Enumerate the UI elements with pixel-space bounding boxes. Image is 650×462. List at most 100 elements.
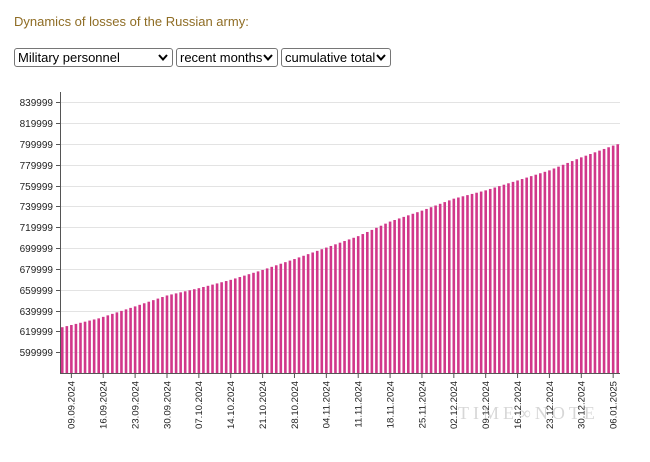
x-tick-label: 25.11.2024 xyxy=(417,380,428,428)
period-select[interactable]: recent months xyxy=(176,48,278,67)
chart-bar xyxy=(534,174,538,373)
x-tick-label: 04.11.2024 xyxy=(322,380,333,428)
chart-bar xyxy=(539,173,542,373)
chart-bar xyxy=(211,284,214,373)
x-tick-label: 14.10.2024 xyxy=(226,380,237,429)
chart-bar xyxy=(279,263,283,373)
chart-bar xyxy=(616,144,620,373)
chart-bar xyxy=(475,192,478,373)
chart-bar xyxy=(488,188,492,373)
chart-bar xyxy=(97,318,100,373)
y-tick-label: 599999 xyxy=(20,348,54,359)
chart-bar xyxy=(379,225,383,373)
chart-bar xyxy=(598,150,601,373)
mode-select-value: cumulative total xyxy=(285,50,376,65)
chart-bar xyxy=(498,186,501,373)
x-tick-label: 07.10.2024 xyxy=(194,380,205,429)
chart-bar xyxy=(92,319,96,373)
chart-bar xyxy=(566,162,569,373)
chart-bar xyxy=(65,326,69,373)
chart-bar xyxy=(334,244,337,373)
chart-bar xyxy=(284,262,287,373)
chart-bar xyxy=(329,245,333,373)
chart-bar xyxy=(320,249,324,373)
x-tick-label: 09.09.2024 xyxy=(67,380,78,429)
chart-bar xyxy=(179,292,182,373)
x-tick-label: 28.10.2024 xyxy=(290,380,301,429)
chart-bar xyxy=(434,205,437,373)
y-tick-labels: 599999 619999 639999 659999 679999 699999 7199… xyxy=(20,98,54,359)
x-tick-label: 09.12.2024 xyxy=(481,380,492,429)
chevron-down-icon xyxy=(158,53,168,62)
chart-bar xyxy=(502,184,506,373)
chart-bar xyxy=(297,257,301,373)
chart-bar xyxy=(543,171,547,373)
bar-series xyxy=(60,144,620,373)
chart-bar xyxy=(370,229,374,373)
chart-bar xyxy=(507,183,510,373)
watermark-logo: TIME∞NOTE xyxy=(458,403,599,423)
y-tick-label: 639999 xyxy=(20,307,54,318)
chart-bar xyxy=(138,304,141,373)
chart-bar xyxy=(315,250,319,373)
chart-bar xyxy=(479,191,483,373)
chart-bar xyxy=(288,260,292,373)
chart-bar xyxy=(311,252,314,373)
chart-bar xyxy=(548,170,551,373)
chart-bar xyxy=(106,315,110,373)
chart-bar xyxy=(484,190,487,373)
chevron-stroke xyxy=(263,54,273,62)
chart-bar xyxy=(238,277,242,373)
chart-bar xyxy=(129,307,132,373)
chart-bar xyxy=(438,203,442,373)
chart-bar xyxy=(229,279,233,373)
chart-bar xyxy=(124,309,128,373)
chevron-stroke xyxy=(376,54,386,62)
chart-bar xyxy=(252,272,255,373)
category-select[interactable]: Military personnel xyxy=(14,48,173,67)
y-tick-label: 839999 xyxy=(20,98,54,109)
chart-bar xyxy=(611,145,615,373)
chart-bar xyxy=(580,157,583,373)
chart-bar xyxy=(425,208,428,373)
chart-bar xyxy=(215,283,219,373)
chart-bar xyxy=(183,291,187,373)
chart-bar xyxy=(352,237,355,373)
chart-bar xyxy=(343,241,346,373)
chart-bar xyxy=(243,275,246,373)
chart-bar xyxy=(397,218,401,373)
mode-select[interactable]: cumulative total xyxy=(281,48,391,67)
chart-bar xyxy=(170,294,173,373)
chart-bar xyxy=(74,323,78,373)
chart-bar xyxy=(447,200,451,373)
chart-bar xyxy=(325,247,328,373)
chart-bar xyxy=(265,268,269,373)
chart-bar xyxy=(607,147,610,373)
chart-bar xyxy=(161,297,164,373)
chart-bar xyxy=(142,303,146,373)
x-tick-label: 30.09.2024 xyxy=(162,380,173,429)
x-tick-label: 02.12.2024 xyxy=(449,380,460,429)
chart-bar xyxy=(274,265,278,373)
chevron-stroke xyxy=(158,54,168,62)
chart-bar xyxy=(224,281,228,373)
chevron-down-icon-glyph xyxy=(263,54,273,62)
chart-bar xyxy=(88,320,91,373)
chart-bar xyxy=(461,196,465,373)
x-tick-label: 18.11.2024 xyxy=(385,380,396,428)
chart-bar xyxy=(302,255,305,373)
chart-bar xyxy=(361,234,365,373)
chart-bar xyxy=(188,290,192,373)
chevron-down-icon xyxy=(263,53,273,62)
chart-bar xyxy=(388,221,392,373)
chart-bar xyxy=(152,300,155,373)
chart-bar xyxy=(261,269,264,373)
x-tick-label: 21.10.2024 xyxy=(258,380,269,429)
y-tick-label: 659999 xyxy=(20,286,54,297)
chart-bar xyxy=(552,168,556,373)
chart-bar xyxy=(525,177,528,373)
chart-bar xyxy=(402,216,406,373)
chart-bar xyxy=(584,155,588,373)
chart-bar xyxy=(602,148,606,373)
chart-bar xyxy=(420,210,424,373)
